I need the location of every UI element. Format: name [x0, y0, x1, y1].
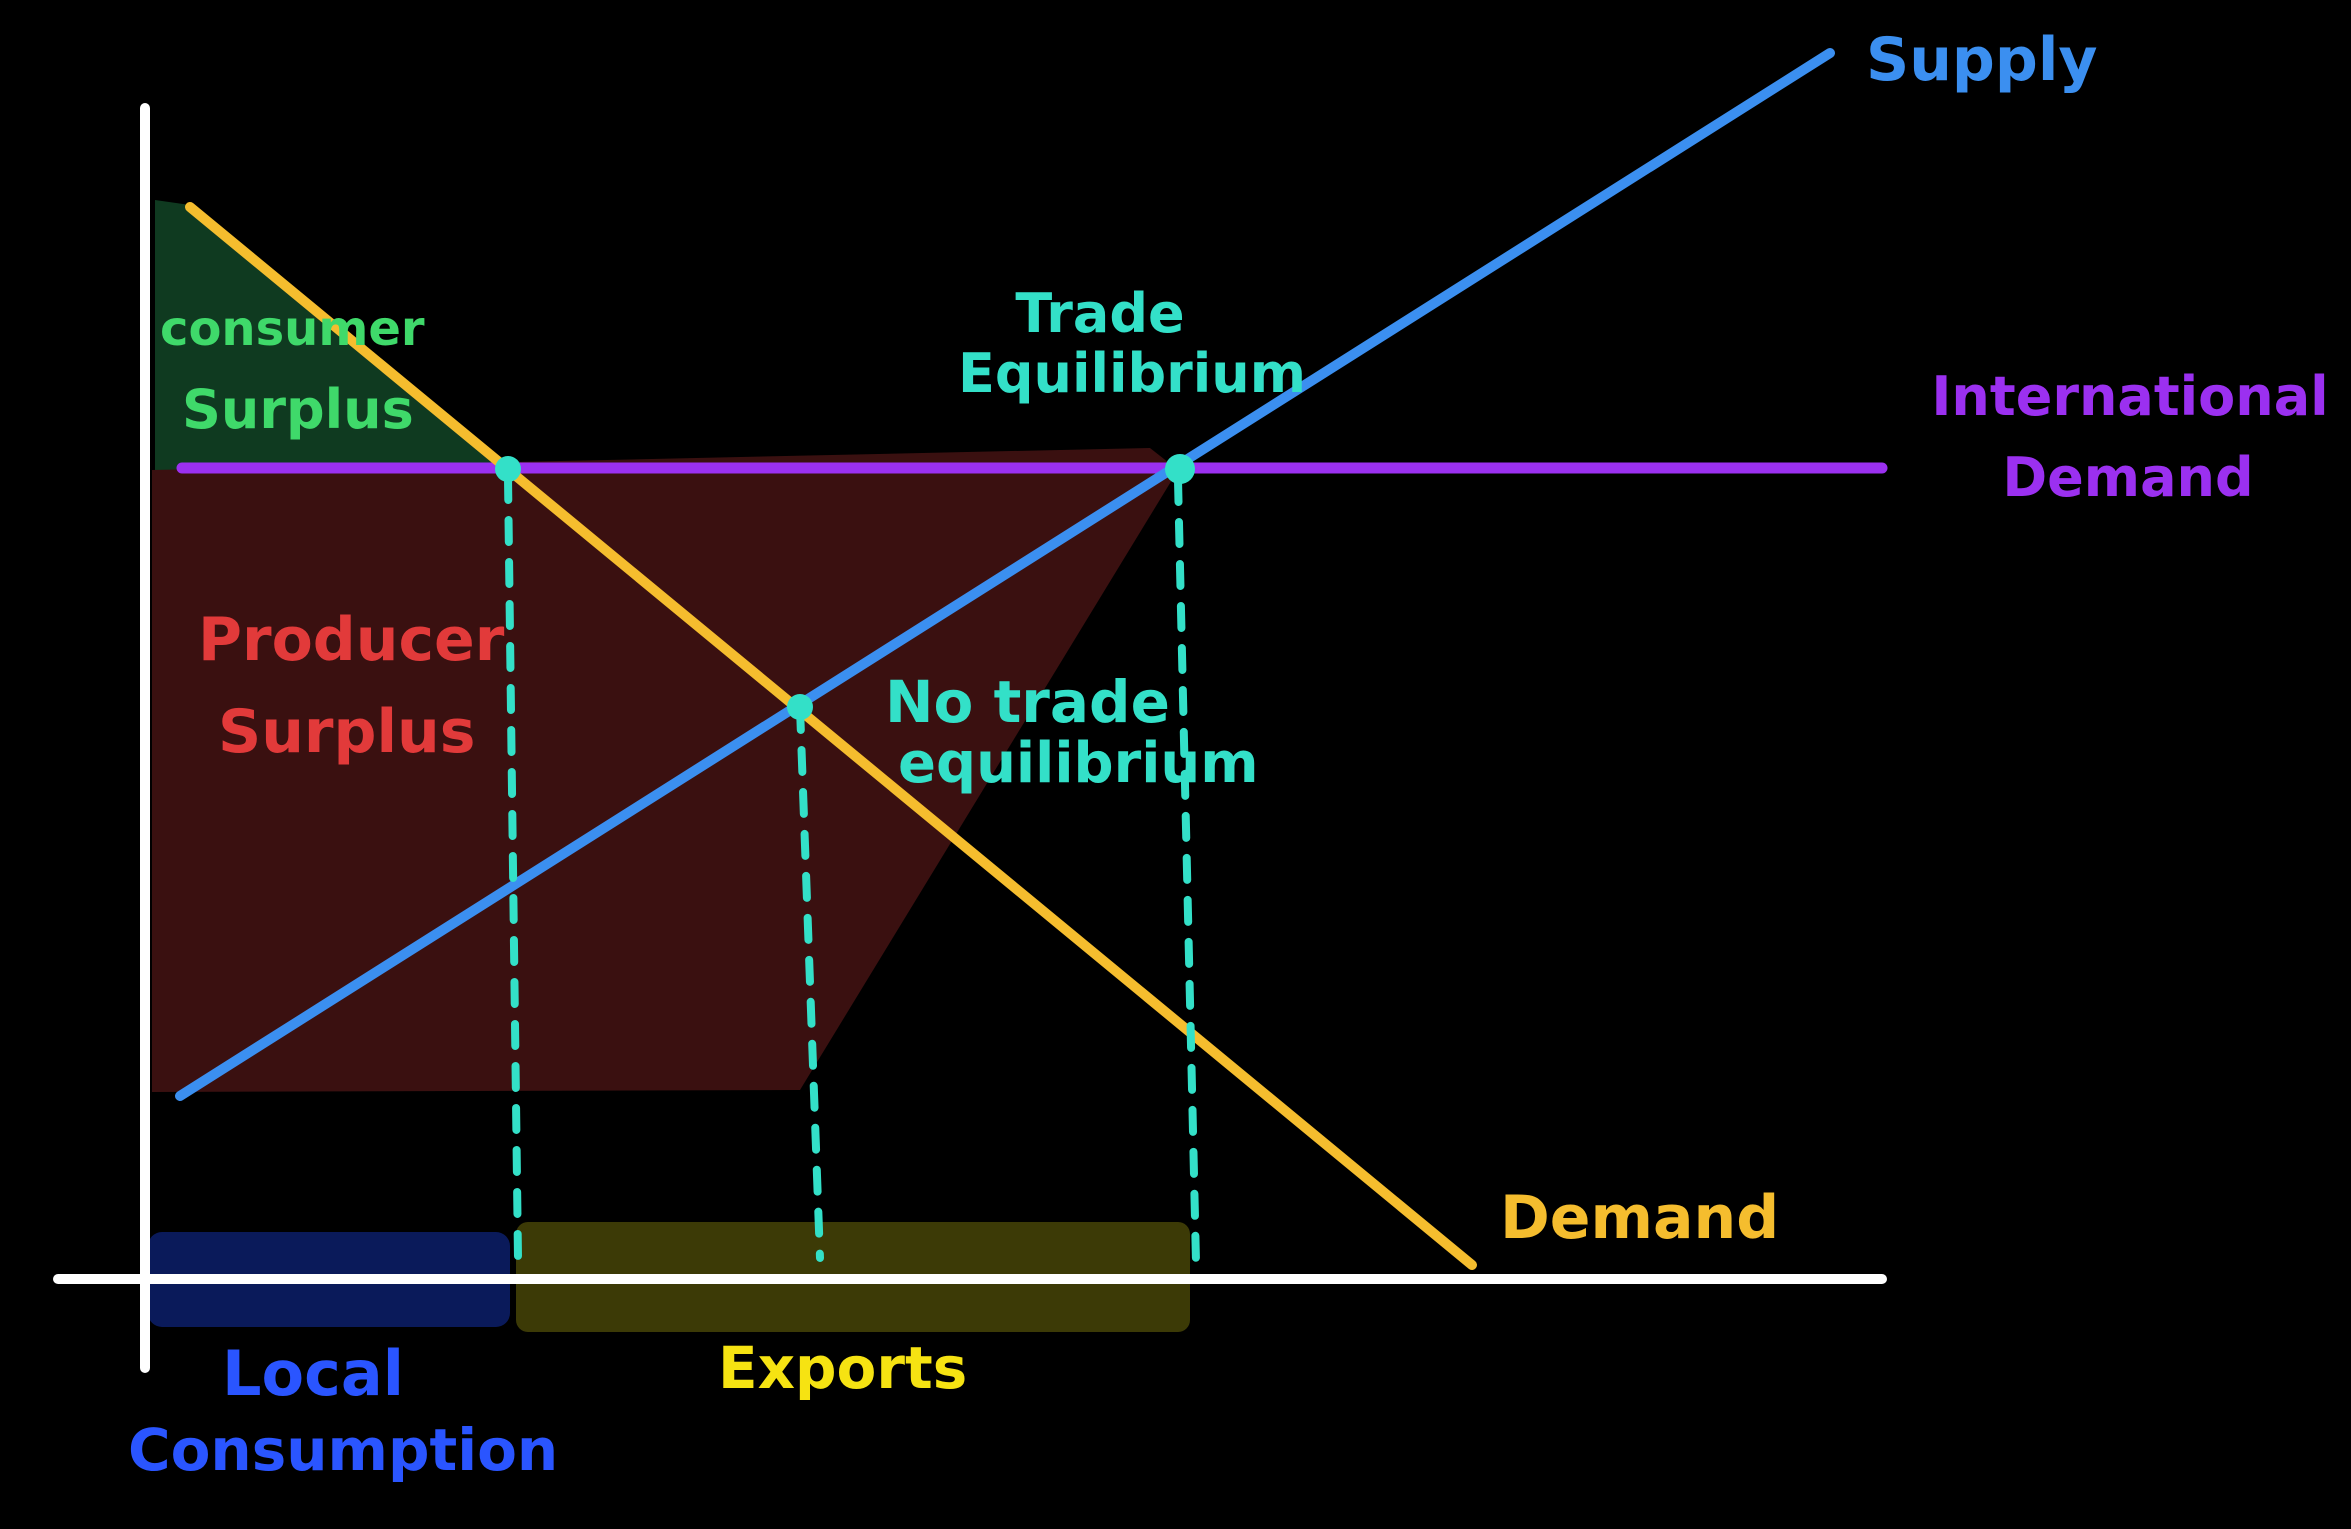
demand-label: Demand — [1500, 1183, 1779, 1253]
producer-surplus-label-line2: Surplus — [218, 697, 475, 767]
consumption-quantity-dashline — [504, 474, 522, 1262]
consumer-surplus-label-line1: consumer — [160, 301, 425, 357]
local-consumption-label-line1: Local — [222, 1337, 404, 1410]
international-demand-label-line1: International — [1931, 365, 2328, 428]
producer-surplus-label-line1: Producer — [198, 605, 505, 675]
supply-curve — [175, 48, 1835, 1101]
exports-label: Exports — [718, 1334, 967, 1402]
trade-equilibrium-label-line2: Equilibrium — [958, 342, 1306, 405]
trade-quantity-dashline — [1174, 476, 1200, 1266]
no-trade-equilibrium-marker — [787, 694, 813, 720]
local-consumption-label-line2: Consumption — [128, 1416, 558, 1484]
producer-surplus-area — [152, 448, 1178, 1092]
no-trade-equilibrium-label-line2: equilibrium — [898, 731, 1259, 796]
trade-equilibrium-marker — [1165, 454, 1195, 484]
international-demand-label-line2: Demand — [2002, 446, 2253, 509]
no-trade-equilibrium-label-line1: No trade — [885, 668, 1170, 736]
trade-equilibrium-label-line1: Trade — [1015, 282, 1184, 345]
no-trade-quantity-dashline — [796, 704, 824, 1262]
consumer-surplus-label-line2: Surplus — [182, 378, 414, 441]
supply-label: Supply — [1866, 25, 2098, 95]
consumption-point-marker — [495, 456, 521, 482]
demand-curve — [185, 202, 1477, 1270]
